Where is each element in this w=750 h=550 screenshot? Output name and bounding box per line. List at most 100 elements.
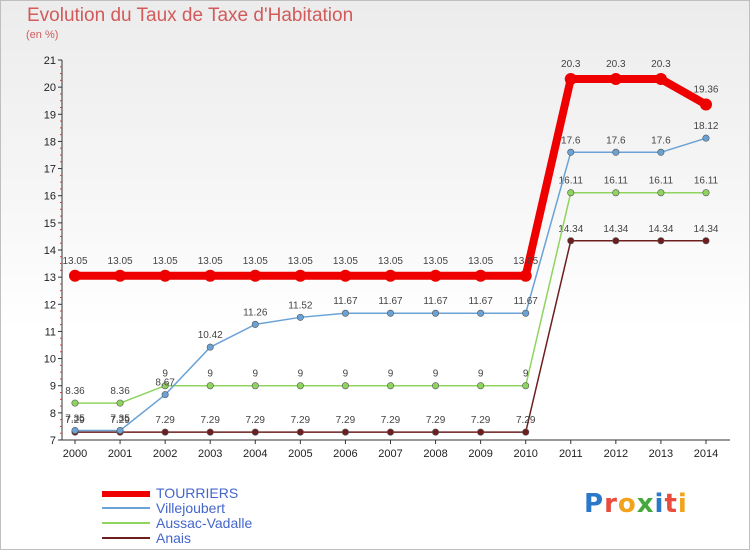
y-tick-label-8: 8 — [50, 408, 56, 420]
x-tick-label-2004: 2004 — [243, 448, 267, 460]
legend-swatch-anais — [102, 537, 150, 539]
data-label-tourriers: 19.36 — [693, 85, 718, 96]
data-label-anais: 7.29 — [291, 415, 311, 426]
data-point-anais — [702, 237, 710, 245]
data-label-aussac-vadalle: 9 — [252, 369, 258, 380]
data-label-aussac-vadalle: 9 — [162, 369, 168, 380]
legend-label-anais: Anais — [156, 530, 192, 546]
data-point-aussac-vadalle — [161, 382, 169, 390]
data-label-aussac-vadalle: 8.36 — [65, 386, 85, 397]
y-tick-label-17: 17 — [44, 164, 56, 176]
data-label-villejoubert: 10.42 — [198, 330, 223, 341]
series-line-anais — [74, 240, 707, 433]
data-point-tourriers — [429, 269, 442, 282]
data-point-anais — [296, 428, 304, 436]
legend-swatch-tourriers — [102, 491, 150, 497]
x-tick-label-2002: 2002 — [153, 448, 177, 460]
data-label-villejoubert: 18.12 — [693, 121, 718, 132]
data-point-tourriers — [564, 73, 577, 85]
y-tick-label-9: 9 — [50, 381, 56, 393]
data-point-aussac-vadalle — [206, 382, 214, 390]
data-label-villejoubert: 11.67 — [423, 296, 448, 307]
data-point-tourriers — [339, 269, 352, 282]
data-label-villejoubert: 17.6 — [651, 135, 671, 146]
data-point-anais — [522, 428, 530, 436]
data-point-anais — [251, 428, 259, 436]
data-label-villejoubert: 8.67 — [155, 378, 175, 389]
data-point-villejoubert — [612, 148, 620, 156]
data-point-tourriers — [249, 269, 262, 282]
data-point-tourriers — [294, 269, 307, 282]
data-label-villejoubert: 11.67 — [333, 296, 358, 307]
data-label-aussac-vadalle: 16.11 — [694, 176, 719, 187]
data-label-anais: 7.29 — [516, 415, 536, 426]
y-tick-label-13: 13 — [44, 272, 56, 284]
data-label-tourriers: 13.05 — [153, 256, 178, 267]
data-label-anais: 7.29 — [336, 415, 356, 426]
data-point-villejoubert — [161, 391, 169, 399]
y-tick-label-18: 18 — [44, 136, 56, 148]
data-label-anais: 7.29 — [110, 415, 130, 426]
data-label-aussac-vadalle: 9 — [298, 369, 304, 380]
data-label-aussac-vadalle: 16.11 — [649, 176, 674, 187]
data-point-tourriers — [384, 269, 397, 282]
data-label-villejoubert: 7.35 — [65, 414, 85, 425]
data-point-villejoubert — [567, 148, 575, 156]
data-label-villejoubert: 11.67 — [378, 296, 403, 307]
data-point-aussac-vadalle — [251, 382, 259, 390]
x-tick-label-2003: 2003 — [198, 448, 222, 460]
data-point-aussac-vadalle — [567, 189, 575, 197]
x-tick-label-2007: 2007 — [378, 448, 402, 460]
data-label-villejoubert: 11.26 — [243, 307, 268, 318]
data-point-anais — [206, 428, 214, 436]
data-label-tourriers: 13.05 — [243, 256, 268, 267]
data-point-villejoubert — [522, 309, 530, 317]
data-point-villejoubert — [206, 343, 214, 351]
x-tick-label-2011: 2011 — [559, 448, 583, 460]
data-point-aussac-vadalle — [612, 189, 620, 197]
data-label-tourriers: 20.3 — [561, 59, 581, 70]
legend-swatch-villejoubert — [102, 507, 150, 509]
data-point-tourriers — [69, 269, 81, 282]
data-point-aussac-vadalle — [341, 382, 349, 390]
data-label-tourriers: 20.3 — [651, 59, 671, 70]
data-point-aussac-vadalle — [296, 382, 304, 390]
data-label-villejoubert: 17.6 — [561, 135, 581, 146]
data-label-villejoubert: 11.67 — [468, 296, 493, 307]
data-label-tourriers: 20.3 — [606, 59, 626, 70]
legend-label-tourriers: TOURRIERS — [156, 485, 239, 501]
data-point-anais — [161, 428, 169, 436]
data-point-aussac-vadalle — [71, 399, 79, 407]
data-label-anais: 14.34 — [603, 224, 628, 235]
x-tick-label-2000: 2000 — [63, 448, 87, 460]
data-point-villejoubert — [702, 134, 710, 142]
data-label-aussac-vadalle: 8.36 — [110, 386, 130, 397]
data-label-villejoubert: 11.67 — [514, 296, 539, 307]
data-label-aussac-vadalle: 9 — [207, 369, 213, 380]
data-label-tourriers: 13.05 — [423, 256, 448, 267]
data-point-tourriers — [159, 269, 172, 282]
data-label-villejoubert: 7.35 — [110, 414, 130, 425]
data-label-anais: 14.34 — [693, 224, 718, 235]
data-label-tourriers: 13.05 — [513, 256, 538, 267]
data-point-tourriers — [519, 269, 532, 282]
chart-legend: TOURRIERS Villejoubert Aussac-Vadalle An… — [102, 486, 342, 546]
chart-subtitle: (en %) — [26, 29, 59, 41]
y-tick-label-12: 12 — [44, 299, 56, 311]
data-point-tourriers — [609, 73, 622, 85]
data-point-villejoubert — [657, 148, 665, 156]
data-label-aussac-vadalle: 16.11 — [604, 176, 629, 187]
data-point-tourriers — [114, 269, 127, 282]
legend-swatch-aussac-vadalle — [102, 522, 150, 524]
data-point-aussac-vadalle — [432, 382, 440, 390]
y-tick-label-7: 7 — [50, 435, 56, 447]
data-point-aussac-vadalle — [477, 382, 485, 390]
data-label-aussac-vadalle: 9 — [433, 369, 439, 380]
x-tick-label-2009: 2009 — [468, 448, 492, 460]
legend-item-villejoubert: Villejoubert — [102, 501, 342, 516]
legend-item-aussac-vadalle: Aussac-Vadalle — [102, 516, 342, 531]
data-label-anais: 14.34 — [648, 224, 673, 235]
data-label-tourriers: 13.05 — [378, 256, 403, 267]
y-tick-label-21: 21 — [44, 55, 56, 67]
